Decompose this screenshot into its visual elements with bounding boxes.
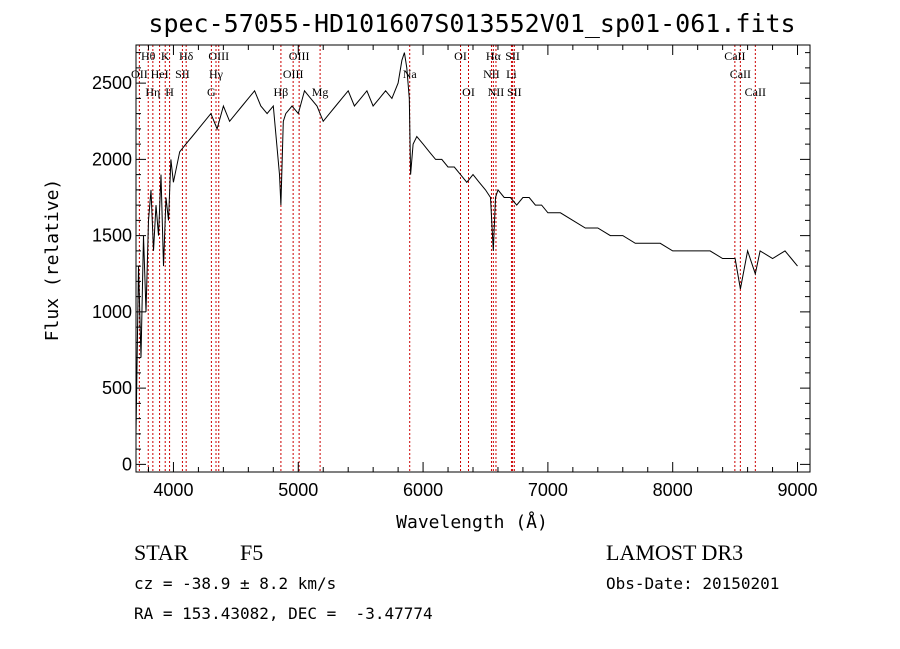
line-label-3: HeI (151, 67, 169, 81)
x-axis-ticks: 4000 5000 6000 7000 8000 9000 (147, 45, 818, 500)
obs-date: Obs-Date: 20150201 (606, 574, 780, 593)
line-label-13: OIII (283, 67, 304, 81)
line-label-14: Mg (312, 85, 329, 99)
redshift-text: cz = -38.9 ± 8.2 km/s (134, 574, 337, 593)
line-label-20: NII (488, 85, 505, 99)
line-label-2: Hη (145, 85, 160, 99)
line-markers (138, 45, 756, 472)
x-tick-label-1: 5000 (278, 480, 318, 500)
y-tick-label-0: 0 (122, 454, 132, 474)
y-tick-label-2: 1000 (92, 302, 132, 322)
line-label-6: SII (175, 67, 190, 81)
x-tick-label-0: 4000 (153, 480, 193, 500)
line-label-16: OI (454, 49, 467, 63)
y-axis-label: Flux (relative) (42, 179, 63, 342)
line-label-0: Hθ (141, 49, 156, 63)
line-label-5: H (165, 85, 174, 99)
line-label-7: Hδ (179, 49, 194, 63)
line-label-10: G (207, 85, 216, 99)
y-tick-label-4: 2000 (92, 149, 132, 169)
line-label-9: Hγ (209, 67, 224, 81)
y-tick-label-5: 2500 (92, 73, 132, 93)
line-label-1: OII (131, 67, 148, 81)
line-label-26: CaII (745, 85, 766, 99)
chart-title: spec-57055-HD101607S013552V01_sp01-061.f… (148, 9, 795, 38)
survey-name: LAMOST DR3 (606, 540, 744, 565)
line-label-17: OI (462, 85, 475, 99)
line-label-15: Na (403, 67, 418, 81)
x-tick-label-2: 6000 (403, 480, 443, 500)
x-tick-label-3: 7000 (528, 480, 568, 500)
line-label-4: K (161, 49, 170, 63)
x-tick-label-4: 8000 (653, 480, 693, 500)
spectral-subclass: F5 (240, 540, 264, 565)
plot-frame (135, 44, 811, 473)
y-axis-ticks: 0 500 1000 1500 2000 2500 (92, 52, 810, 474)
x-tick-label-5: 9000 (777, 480, 817, 500)
x-axis-label: Wavelength (Å) (396, 511, 548, 533)
coordinates: RA = 153.43082, DEC = -3.47774 (134, 604, 433, 623)
spectrum-line (135, 52, 798, 434)
line-label-11: Hβ (274, 85, 289, 99)
y-tick-label-3: 1500 (92, 226, 132, 246)
line-label-19: NII (483, 67, 500, 81)
line-label-21: SII (505, 49, 520, 63)
line-label-18: Hα (486, 49, 502, 63)
line-label-25: CaII (730, 67, 751, 81)
object-type: STAR (134, 540, 189, 565)
line-label-12: OIII (289, 49, 310, 63)
line-label-22: Li (506, 67, 517, 81)
line-label-8: OIII (208, 49, 229, 63)
line-label-23: SII (507, 85, 522, 99)
line-label-24: CaII (724, 49, 745, 63)
y-tick-label-1: 500 (102, 378, 132, 398)
